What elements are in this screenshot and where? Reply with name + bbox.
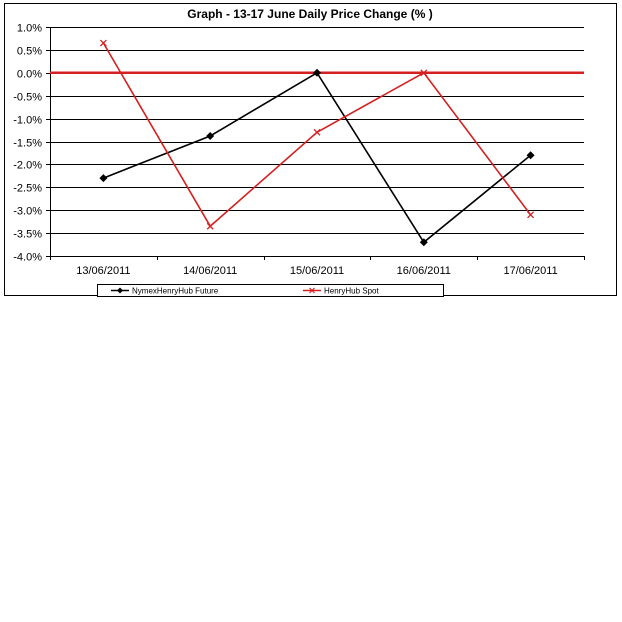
legend-entry-1: HenryHub Spot [303,287,379,296]
series-1 [99,39,535,230]
y-tick-label: -2.0% [13,160,42,172]
grid [50,27,584,257]
x-tick-label: 16/06/2011 [397,265,451,277]
y-tick-label: -3.0% [13,206,42,218]
data-point [313,128,321,136]
chart-title: Graph - 13-17 June Daily Price Change (%… [187,7,432,21]
series-0 [99,68,535,247]
y-tick-label: -1.0% [13,115,42,127]
data-point [99,39,107,47]
y-axis-tick-labels: 1.0% 0.5% 0.0% -0.5% -1.0% -1.5% -2.0% -2.5% -3.… [13,23,42,264]
x-tick-label: 15/06/2011 [290,265,344,277]
x-axis-tick-labels: 13/06/2011 14/06/2011 15/06/2011 16/06/2011… [76,265,557,277]
x-tick-label: 14/06/2011 [183,265,237,277]
legend-swatch-marker [117,287,123,294]
y-tick-label: -3.5% [13,229,42,241]
legend-label: NymexHenryHub Future [132,287,219,296]
legend-label: HenryHub Spot [324,287,379,296]
data-point [527,211,535,219]
data-point [206,222,214,230]
legend-box [97,284,444,297]
series [99,39,535,247]
legend-entry-0: NymexHenryHub Future [111,287,219,296]
y-tick-label: 0.5% [17,46,42,58]
data-point [419,238,428,247]
data-point [526,151,535,160]
y-tick-label: 1.0% [17,23,42,35]
y-tick-label: -4.0% [13,252,42,264]
data-point [99,174,108,183]
chart: Graph - 13-17 June Daily Price Change (%… [13,7,585,297]
series-line [103,71,532,244]
y-tick-label: -0.5% [13,92,42,104]
y-tick-label: 0.0% [17,69,42,81]
chart-frame [4,3,617,296]
legend-swatch-marker [309,287,315,294]
y-tick-label: -2.5% [13,183,42,195]
x-tick-label: 17/06/2011 [503,265,557,277]
x-tick-label: 13/06/2011 [76,265,130,277]
legend: NymexHenryHub Future HenryHub Spot [97,284,444,297]
axes [46,27,585,260]
data-point [420,69,428,77]
data-point [206,132,215,141]
data-point [313,68,321,77]
y-tick-label: -1.5% [13,138,42,150]
